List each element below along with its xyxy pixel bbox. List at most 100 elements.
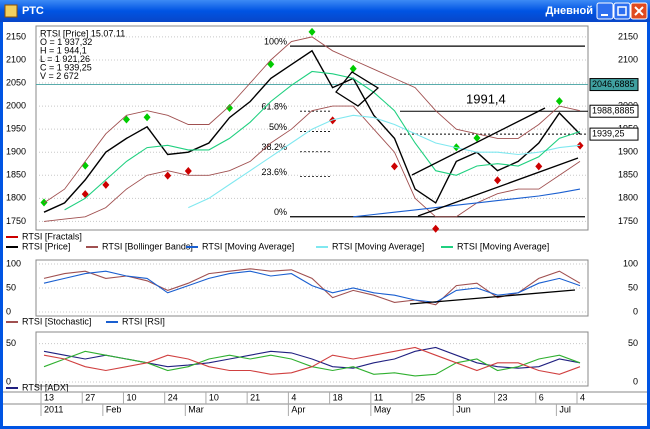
legend-label: RTSI [RSI] [122,316,165,326]
x-tick-label: 8 [456,392,461,402]
month-label: May [374,404,392,414]
y2-tick-label: 2150 [618,31,638,41]
fib-label: 0% [274,207,287,217]
price-label: 1988,8885 [592,106,635,116]
fractal-up [349,64,357,73]
fractal-down [432,224,440,233]
fib-label: 23.6% [261,167,287,177]
month-label: 2011 [44,404,63,414]
series-line [353,188,581,218]
price-label-box [589,104,639,118]
y2-tick-label: 0 [633,306,638,316]
y-tick-label: 0 [6,306,11,316]
y-tick-label: 2000 [6,100,26,110]
series-line [43,346,581,375]
y-tick-label: 1900 [6,147,26,157]
fib-label: 61.8% [261,102,287,112]
series-line [64,70,581,211]
y-tick-label: 50 [6,338,16,348]
info-line: C = 1 939,25 [40,62,92,72]
y-tick-label: 100 [6,258,21,268]
bollinger-band [43,105,581,222]
y-tick-label: 2150 [6,31,26,41]
y-tick-label: 1950 [6,124,26,134]
annotation: 1991,4 [466,91,506,106]
y2-tick-label: 50 [628,282,638,292]
fractal-up [122,115,130,124]
x-tick-label: 6 [539,392,544,402]
series-line [43,270,581,303]
app-icon [4,4,18,18]
series-line [188,114,581,209]
plot-area [35,331,589,387]
info-line: O = 1 937,32 [40,37,92,47]
price-label: 2046,6885 [592,79,635,89]
legend-label: RTSI [Fractals] [22,231,82,241]
fib-label: 50% [269,122,287,132]
y-tick-label: 50 [6,282,16,292]
window-buttons[interactable] [596,2,648,20]
x-tick-label: 25 [415,392,425,402]
fractal-up [308,27,316,36]
info-line: RTSI [Price] 15.07.11 [40,28,125,38]
timeframe: Дневной [546,5,594,17]
fractal-down [494,176,502,185]
y2-tick-label: 1750 [618,216,638,226]
x-tick-label: 27 [85,392,95,402]
legend-label: RTSI [Stochastic] [22,316,91,326]
x-tick-label: 24 [168,392,178,402]
month-label: Feb [106,404,122,414]
y2-tick-label: 1800 [618,193,638,203]
x-tick-label: 10 [209,392,219,402]
y-tick-label: 0 [6,376,11,386]
x-tick-label: 23 [498,392,508,402]
trend-lines [335,71,579,305]
close-icon [634,6,644,16]
x-tick-label: 4 [291,392,296,402]
fractal-up [473,133,481,142]
x-tick-label: 10 [126,392,136,402]
fractal-up [226,104,234,113]
price-label-box [589,78,639,92]
x-tick-label: 13 [44,392,54,402]
bollinger-band [43,36,581,204]
y2-tick-label: 1900 [618,147,638,157]
flag-shape [335,71,380,107]
y2-tick-label: 2100 [618,54,638,64]
month-label: Apr [291,404,305,414]
x-tick-label: 4 [580,392,585,402]
plot-area [35,25,589,231]
y-tick-label: 2050 [6,77,26,87]
legend-label: RTSI [Price] [22,241,70,251]
fib-label: 100% [264,37,287,47]
y-tick-label: 1750 [6,216,26,226]
maximize-button[interactable] [613,2,631,20]
fractal-down [184,167,192,176]
window-title: РТС [22,5,44,17]
x-tick-label: 11 [374,392,383,402]
price-label: 1939,25 [592,128,625,138]
month-label: Jul [559,404,571,414]
legend-label: RTSI [Moving Average] [202,241,294,251]
y2-tick-label: 1850 [618,170,638,180]
legend-label: RTSI [Moving Average] [457,241,549,251]
maximize-icon [617,6,627,16]
fractal-down [164,171,172,180]
info-line: L = 1 921,26 [40,54,90,64]
y-tick-label: 1850 [6,170,26,180]
title-bar [0,0,650,22]
rsi-trend [409,289,576,305]
channel-top [411,107,546,176]
fib-label: 38.2% [261,142,287,152]
legend-label: RTSI [Bollinger Bands] [102,241,193,251]
fractal-down [390,162,398,171]
x-tick-label: 21 [250,392,260,402]
price-label-box [589,127,639,141]
y2-tick-label: 100 [623,258,638,268]
info-line: V = 2 672 [40,71,79,81]
minimize-button[interactable] [596,2,614,20]
y2-tick-label: 50 [628,338,638,348]
y-tick-label: 2100 [6,54,26,64]
